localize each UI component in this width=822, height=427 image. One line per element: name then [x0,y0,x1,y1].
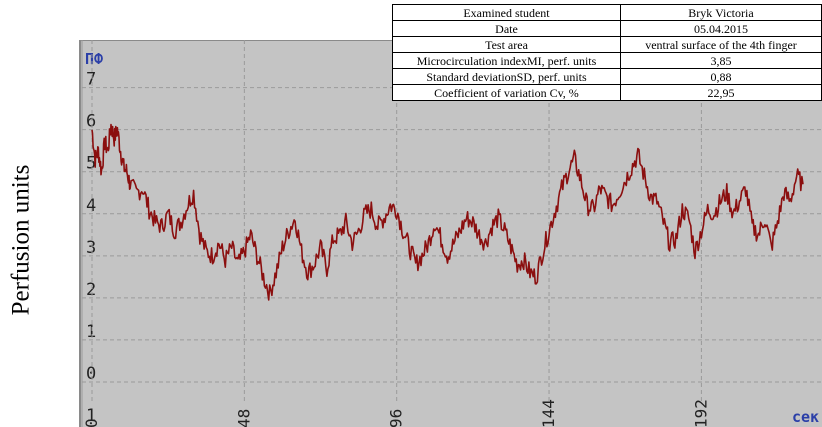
info-table: Examined student Bryk Victoria Date 05.04.2… [392,4,822,101]
x-tick-label: 96 [387,409,406,427]
info-table-row: Examined student Bryk Victoria [392,4,822,21]
y-unit-label: ПФ [85,50,103,68]
y-tick-label: 3 [86,238,96,258]
x-tick-label: 48 [234,409,253,427]
y-axis-label-container: Perfusion units [4,150,38,330]
info-value: 22,95 [620,84,822,101]
x-unit-label: сек [792,408,819,426]
x-tick-label: 0 [82,418,101,427]
plot-background [80,40,822,427]
y-tick-label: 1 [86,322,96,342]
info-label: Test area [392,36,621,53]
info-label: Standard deviationSD, perf. units [392,68,621,85]
info-value: Bryk Victoria [620,4,822,21]
info-table-row: Standard deviationSD, perf. units 0,88 [392,68,822,85]
x-tick-label: 144 [539,399,558,427]
info-label: Date [392,20,621,37]
info-value: ventral surface of the 4th finger [620,36,822,53]
y-tick-label: 0 [86,364,96,384]
info-table-row: Coefficient of variation Cv, % 22,95 [392,84,822,101]
y-tick-label: 6 [86,112,96,132]
info-table-row: Microcirculation indexMI, perf. units 3,8… [392,52,822,69]
y-tick-label: 5 [86,154,96,174]
perfusion-series-line [91,123,804,301]
info-table-row: Date 05.04.2015 [392,20,822,37]
y-tick-label: 4 [86,196,96,216]
y-tick-label: 1 [86,406,96,426]
info-label: Examined student [392,4,621,21]
info-value: 05.04.2015 [620,20,822,37]
y-tick-label: 2 [86,280,96,300]
y-axis-title: Perfusion units [7,164,35,316]
y-tick-label: 7 [86,70,96,90]
info-label: Coefficient of variation Cv, % [392,84,621,101]
info-label: Microcirculation indexMI, perf. units [392,52,621,69]
info-table-row: Test area ventral surface of the 4th fing… [392,36,822,53]
info-value: 3,85 [620,52,822,69]
x-tick-label: 192 [691,399,710,427]
info-value: 0,88 [620,68,822,85]
